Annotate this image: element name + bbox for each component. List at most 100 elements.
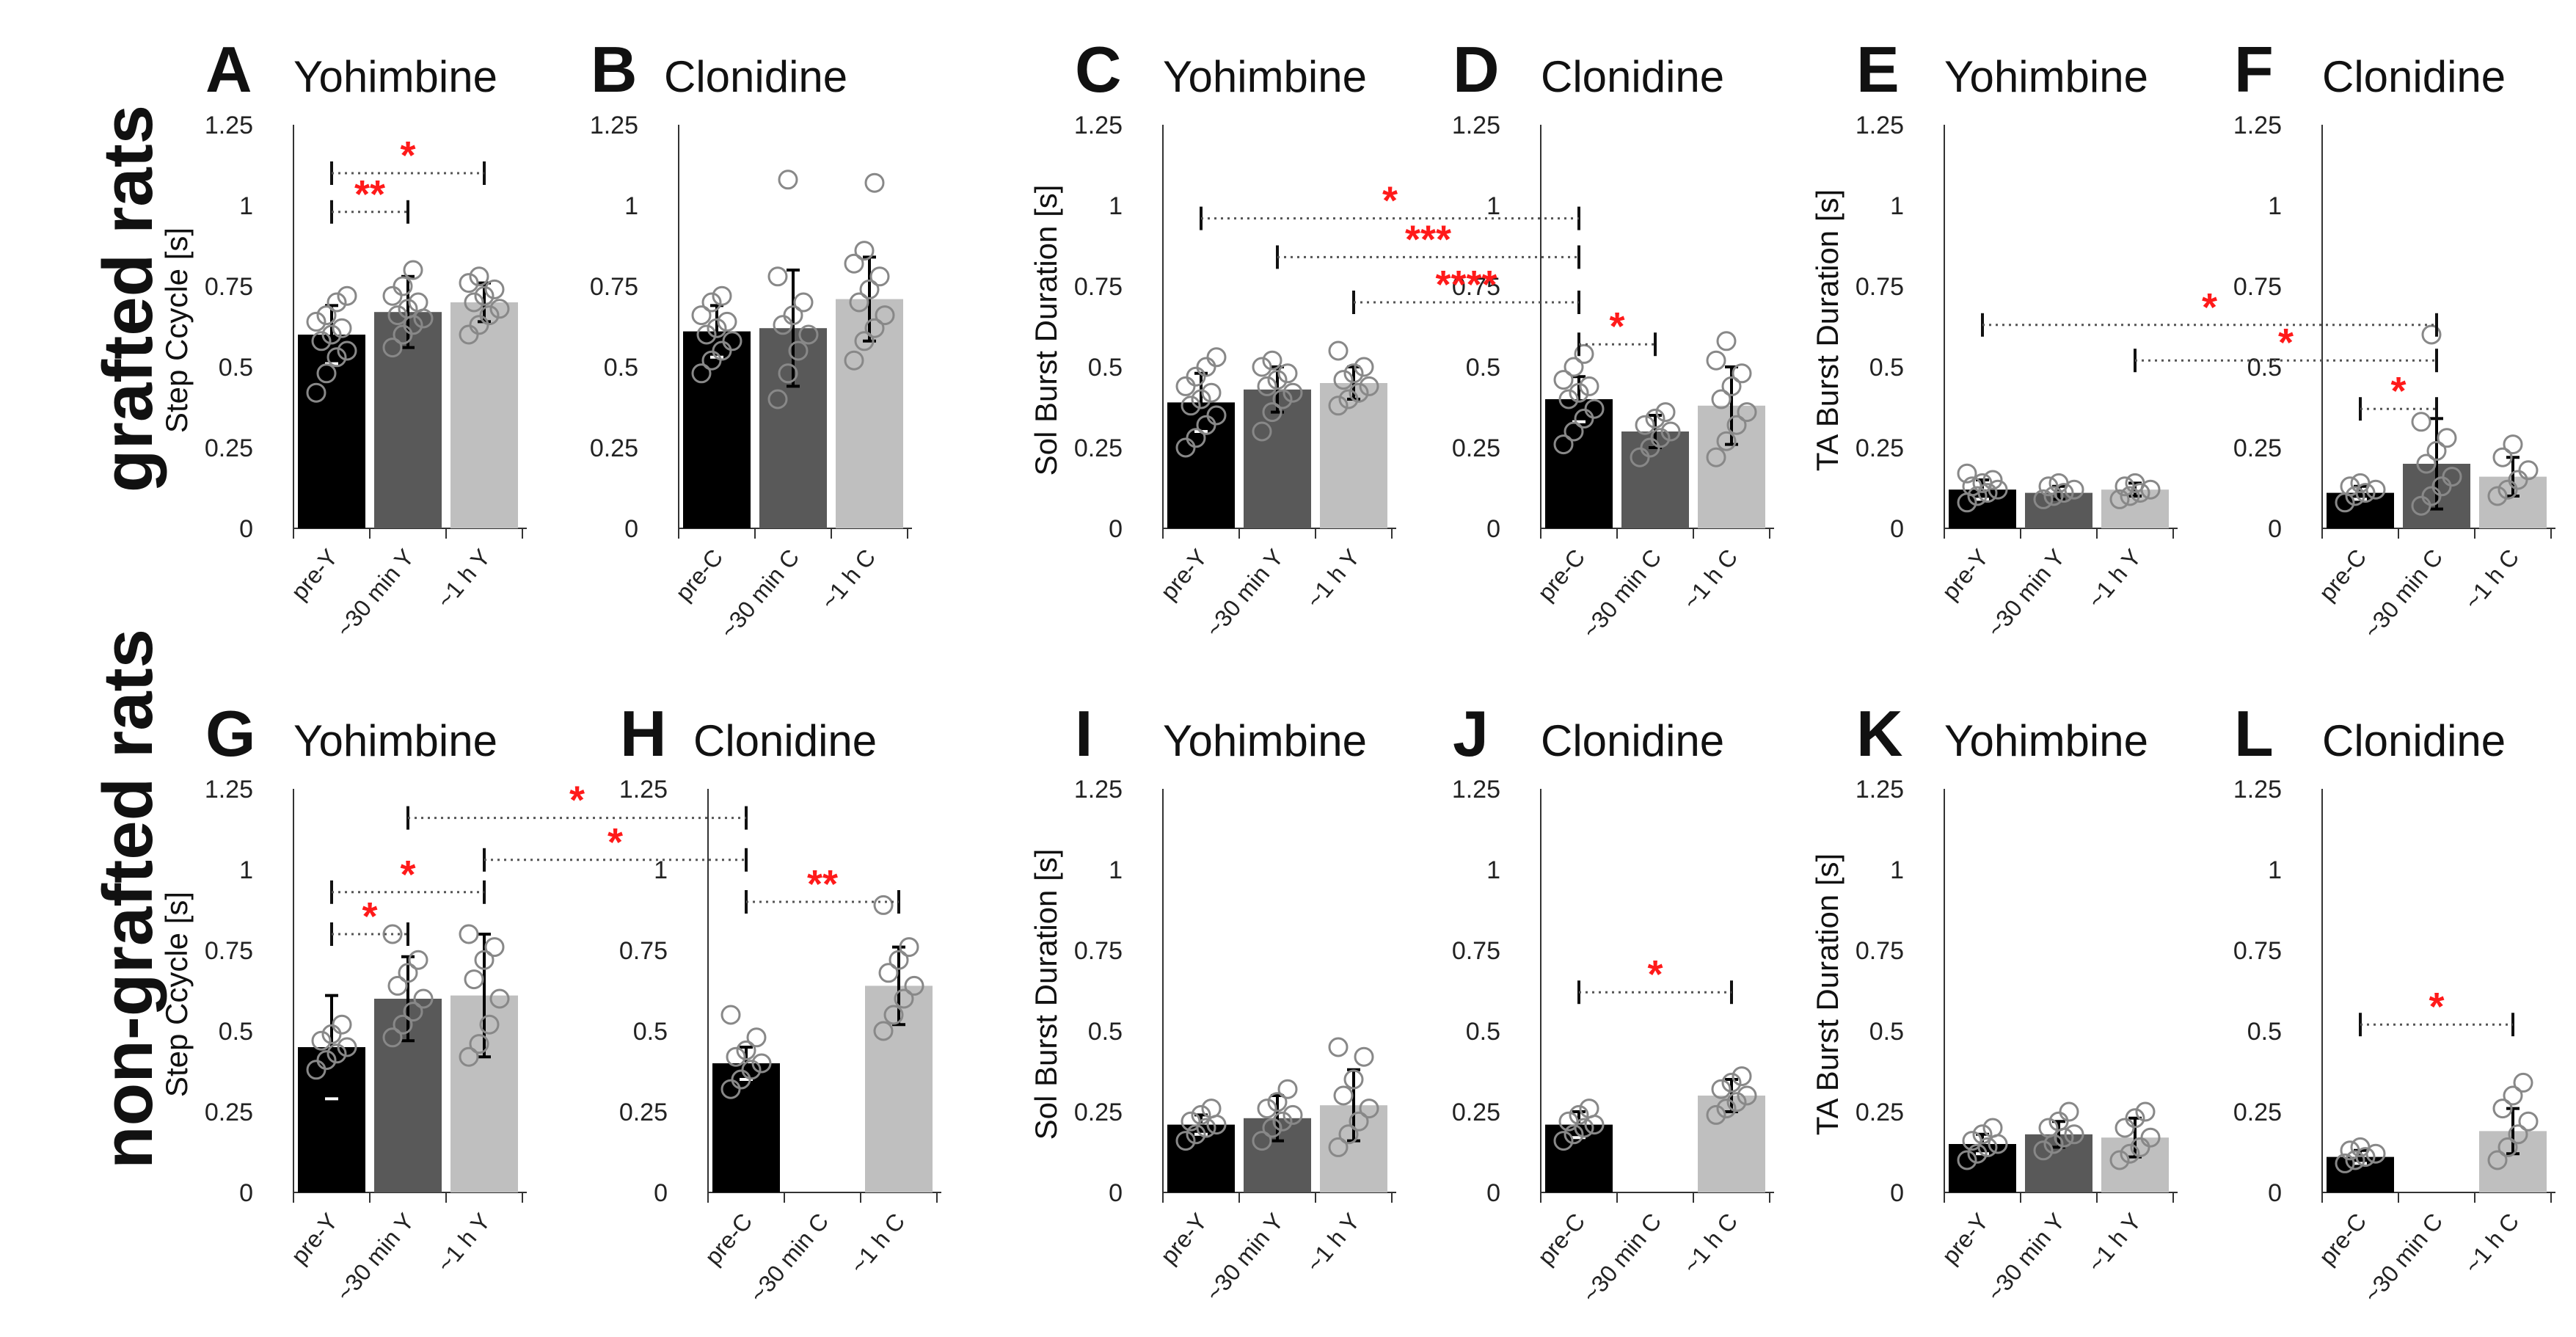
data-point-h-0-7 bbox=[720, 1005, 741, 1025]
data-point-l-2-2 bbox=[2508, 1124, 2528, 1145]
xtick-d-1: ~30 min C bbox=[1577, 544, 1666, 644]
data-point-k-1-4 bbox=[2038, 1118, 2059, 1138]
data-point-a-0-7 bbox=[306, 311, 326, 332]
data-point-i-2-0 bbox=[1328, 1137, 1349, 1157]
ytick-a-2: 0.5 bbox=[219, 354, 253, 382]
data-point-d-1-4 bbox=[1635, 415, 1655, 435]
data-point-i-1-5 bbox=[1267, 1092, 1288, 1112]
data-point-g-0-2 bbox=[326, 1043, 347, 1064]
data-point-d-2-5 bbox=[1721, 376, 1742, 396]
ytick-j-2: 0.5 bbox=[1466, 1018, 1500, 1046]
data-point-c-1-5 bbox=[1267, 370, 1288, 390]
data-point-f-2-0 bbox=[2487, 486, 2508, 506]
data-point-j-2-6 bbox=[1732, 1066, 1752, 1087]
data-point-d-2-1 bbox=[1716, 431, 1737, 451]
ytick-g-4: 1 bbox=[239, 856, 253, 884]
ytick-g-0: 0 bbox=[239, 1179, 253, 1207]
data-point-b-2-9 bbox=[864, 172, 885, 193]
cross-sig-star-1: *** bbox=[1405, 217, 1451, 261]
sig-star-l-0: * bbox=[2429, 985, 2444, 1029]
data-point-k-0-6 bbox=[1982, 1118, 2003, 1138]
data-point-d-2-4 bbox=[1711, 389, 1732, 409]
panel-title-e: Yohimbine bbox=[1944, 52, 2148, 101]
data-point-i-2-1 bbox=[1338, 1124, 1359, 1145]
ytick-g-5: 1.25 bbox=[205, 776, 253, 804]
xtick-j-1: ~30 min C bbox=[1577, 1208, 1666, 1308]
data-point-k-2-1 bbox=[2120, 1143, 2140, 1164]
ytick-k-1: 0.25 bbox=[1856, 1099, 1904, 1126]
data-point-h-0-4 bbox=[726, 1046, 746, 1067]
data-point-c-1-1 bbox=[1262, 402, 1282, 423]
data-point-j-0-1 bbox=[1564, 1124, 1584, 1145]
bar-b-0 bbox=[683, 331, 751, 528]
data-point-d-0-3 bbox=[1584, 398, 1605, 419]
data-point-f-2-3 bbox=[2518, 460, 2539, 481]
data-point-g-2-1 bbox=[469, 1034, 489, 1054]
xtick-j-0: pre-C bbox=[1532, 1208, 1590, 1269]
panel-title-h: Clonidine bbox=[693, 716, 877, 765]
panel-letter-k: K bbox=[1856, 697, 1903, 770]
data-point-f-2-5 bbox=[2503, 434, 2523, 455]
ytick-b-0: 0 bbox=[624, 515, 638, 543]
data-point-b-1-5 bbox=[783, 305, 803, 326]
ytick-i-5: 1.25 bbox=[1074, 776, 1123, 804]
ytick-d-5: 1.25 bbox=[1452, 112, 1500, 139]
data-point-i-0-0 bbox=[1175, 1131, 1196, 1151]
data-point-a-0-3 bbox=[337, 340, 357, 361]
panel-title-b: Clonidine bbox=[664, 52, 847, 101]
data-point-f-1-5 bbox=[2426, 440, 2447, 461]
panel-title-f: Clonidine bbox=[2322, 52, 2506, 101]
data-point-i-2-7 bbox=[1328, 1037, 1349, 1057]
panel-title-l: Clonidine bbox=[2322, 716, 2506, 765]
data-point-k-2-6 bbox=[2135, 1101, 2156, 1122]
data-point-l-2-3 bbox=[2518, 1111, 2539, 1132]
data-point-f-2-4 bbox=[2492, 447, 2513, 467]
data-point-l-0-5 bbox=[2350, 1137, 2371, 1157]
data-point-c-2-3 bbox=[1359, 376, 1379, 396]
data-point-g-1-6 bbox=[408, 950, 428, 970]
ytick-c-1: 0.25 bbox=[1074, 434, 1123, 462]
data-point-c-2-0 bbox=[1328, 396, 1349, 416]
data-point-f-0-1 bbox=[2345, 486, 2365, 506]
xtick-g-0: pre-Y bbox=[285, 1208, 343, 1269]
data-point-j-2-5 bbox=[1721, 1072, 1742, 1093]
data-point-h-2-0 bbox=[873, 1021, 894, 1041]
data-point-d-2-2 bbox=[1726, 415, 1747, 435]
ytick-e-4: 1 bbox=[1890, 192, 1904, 220]
data-point-g-1-3 bbox=[413, 988, 434, 1009]
data-point-d-1-5 bbox=[1645, 408, 1665, 429]
sig-star-g-1: * bbox=[400, 853, 415, 897]
data-point-c-0-1 bbox=[1186, 428, 1206, 448]
data-point-g-2-4 bbox=[464, 969, 484, 990]
data-point-j-2-0 bbox=[1706, 1104, 1726, 1125]
data-point-i-1-4 bbox=[1257, 1099, 1277, 1119]
data-point-b-0-5 bbox=[707, 318, 727, 338]
data-point-a-0-5 bbox=[321, 324, 342, 345]
data-point-g-2-0 bbox=[459, 1046, 479, 1067]
data-point-a-0-2 bbox=[326, 347, 347, 368]
data-point-j-2-4 bbox=[1711, 1079, 1732, 1099]
data-point-a-2-5 bbox=[474, 285, 495, 306]
ytick-f-0: 0 bbox=[2268, 515, 2282, 543]
data-point-a-0-4 bbox=[311, 331, 332, 351]
data-point-e-1-1 bbox=[2043, 486, 2064, 506]
data-point-f-1-6 bbox=[2437, 428, 2457, 448]
ytick-h-1: 0.25 bbox=[619, 1099, 668, 1126]
data-point-a-0-9 bbox=[326, 292, 347, 313]
data-point-f-0-5 bbox=[2350, 473, 2371, 493]
data-point-d-1-6 bbox=[1655, 402, 1676, 423]
ytick-h-4: 1 bbox=[654, 856, 668, 884]
data-point-d-1-2 bbox=[1650, 428, 1671, 448]
panel-letter-j: J bbox=[1453, 697, 1489, 770]
data-point-e-1-5 bbox=[2048, 473, 2069, 493]
ytick-g-1: 0.25 bbox=[205, 1099, 253, 1126]
data-point-b-0-7 bbox=[691, 305, 712, 326]
ytick-a-1: 0.25 bbox=[205, 434, 253, 462]
data-point-b-0-3 bbox=[722, 331, 742, 351]
ytick-f-5: 1.25 bbox=[2233, 112, 2282, 139]
data-point-g-0-6 bbox=[332, 1014, 352, 1035]
ytick-l-5: 1.25 bbox=[2233, 776, 2282, 804]
data-point-c-1-4 bbox=[1257, 376, 1277, 396]
data-point-l-2-6 bbox=[2513, 1072, 2533, 1093]
